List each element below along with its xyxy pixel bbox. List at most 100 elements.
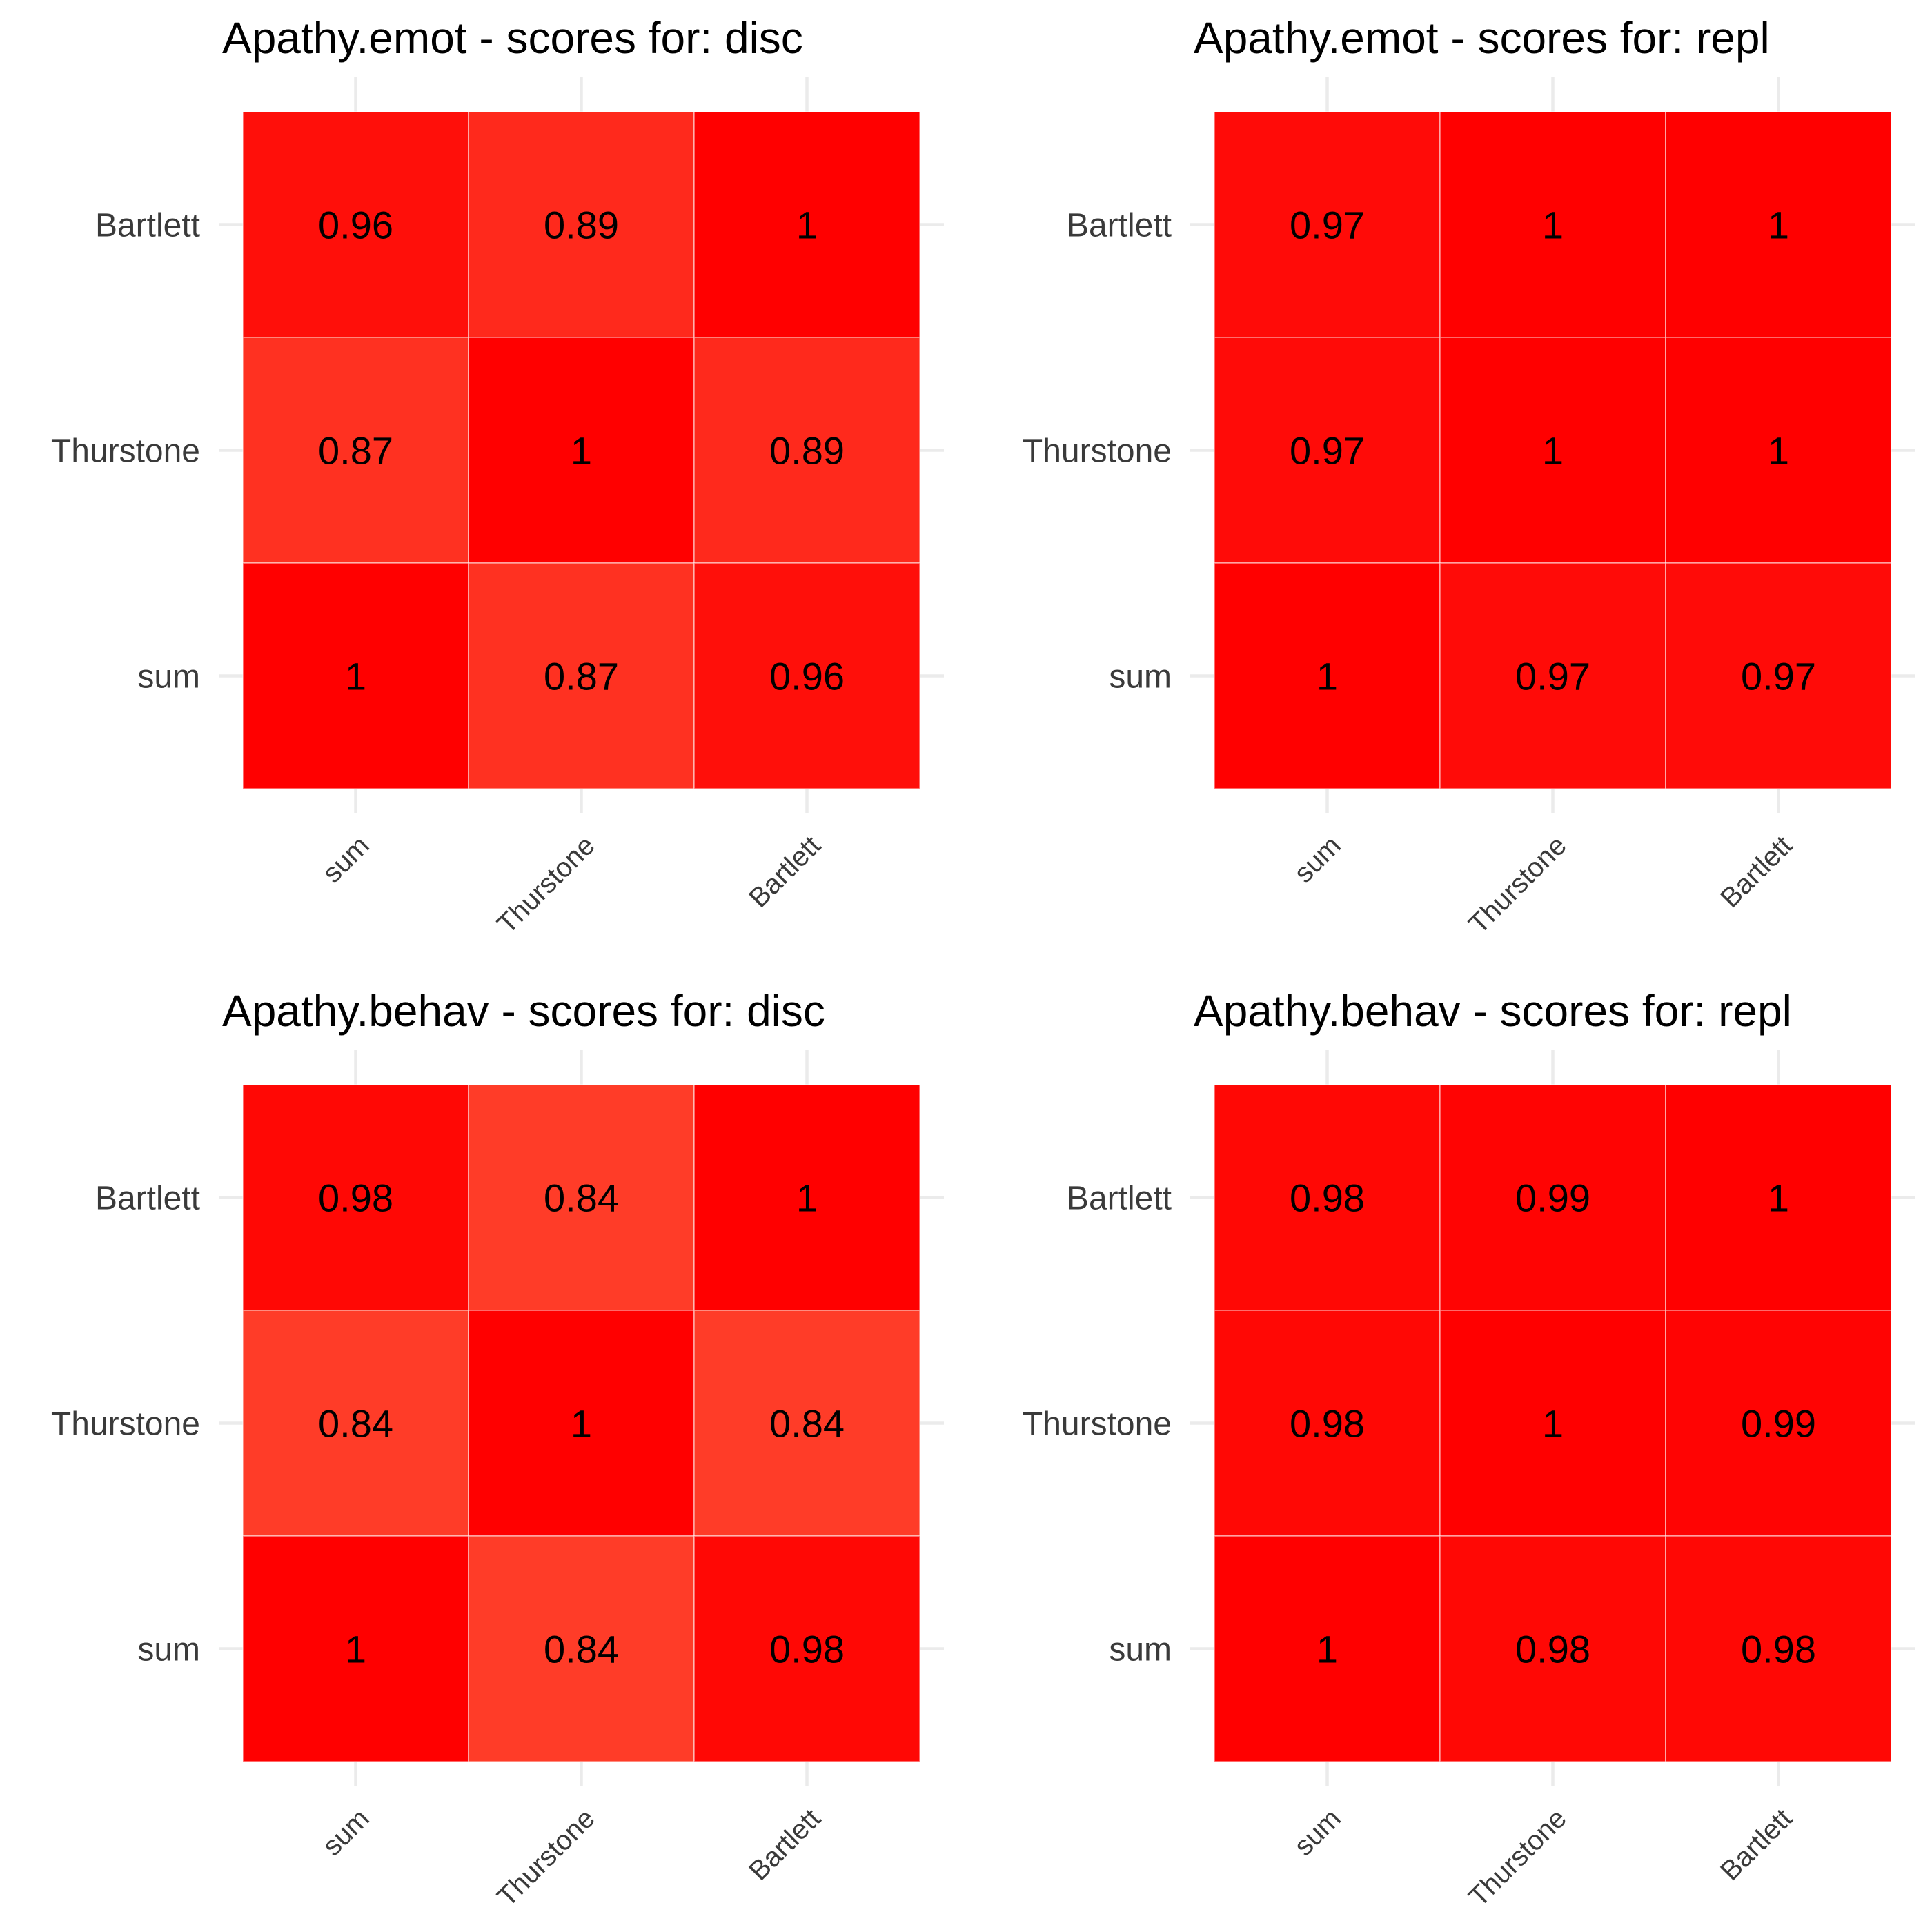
heatmap-panel-3: 0.98 0.84 1 0.84 1 0.84 1 0.84 0.98 Apathy.behav … <box>51 986 944 1913</box>
y-tick-label: Thurstone <box>1023 433 1172 470</box>
x-tick-label: Bartlett <box>1715 830 1798 914</box>
y-tick-label: Thurstone <box>51 1406 200 1443</box>
x-tick-label: sum <box>317 1803 375 1862</box>
x-tick-label: Bartlett <box>743 830 827 914</box>
x-tick-label: Thurstone <box>1463 1803 1572 1912</box>
cell-value-label: 0.84 <box>544 1176 619 1220</box>
y-tick-label: Thurstone <box>51 433 200 470</box>
cell-value-label: 0.99 <box>1515 1176 1590 1220</box>
heatmap-cell <box>1665 337 1892 564</box>
heatmap-cell <box>1214 1084 1441 1311</box>
cell-value-label: 0.97 <box>1290 204 1365 247</box>
cell-value-label: 1 <box>1317 1628 1338 1671</box>
heatmap-cell <box>1214 1535 1441 1762</box>
heatmap-cell <box>1665 1310 1892 1537</box>
heatmap-cell <box>693 1310 920 1537</box>
heatmap-cell <box>242 562 469 789</box>
x-tick-label: sum <box>317 830 375 889</box>
heatmap-cell <box>468 1535 695 1762</box>
y-tick-label: Bartlett <box>95 1181 200 1217</box>
cell-value-label: 1 <box>1768 429 1789 473</box>
y-tick-label: sum <box>137 659 200 696</box>
cell-value-label: 0.96 <box>769 655 845 698</box>
panel-title: Apathy.behav - scores for: repl <box>1194 986 1792 1036</box>
cell-value-label: 0.84 <box>769 1402 845 1446</box>
cell-value-label: 0.89 <box>769 429 845 473</box>
cell-value-label: 1 <box>1317 655 1338 698</box>
heatmap-cell <box>1665 562 1892 789</box>
heatmap-cell <box>242 1310 469 1537</box>
x-tick-label: sum <box>1288 830 1347 889</box>
heatmap-cell <box>1439 1310 1666 1537</box>
heatmap-cell <box>693 111 920 338</box>
cell-value-label: 0.98 <box>1290 1176 1365 1220</box>
cell-value-label: 0.98 <box>318 1176 393 1220</box>
heatmap-cell <box>693 1535 920 1762</box>
y-tick-label: sum <box>1109 659 1172 696</box>
cell-value-label: 0.84 <box>318 1402 393 1446</box>
heatmap-cell <box>242 1535 469 1762</box>
heatmap-cell <box>1665 1535 1892 1762</box>
heatmap-cell <box>1214 562 1441 789</box>
cell-value-label: 0.87 <box>544 655 619 698</box>
heatmap-panel-2: 0.97 1 1 0.97 1 1 1 0.97 0.97 Apathy.emot - score… <box>1023 13 1915 940</box>
cell-value-label: 1 <box>1542 1402 1564 1446</box>
cell-value-label: 0.99 <box>1741 1402 1816 1446</box>
cell-value-label: 1 <box>1542 204 1564 247</box>
cell-value-label: 0.98 <box>769 1628 845 1671</box>
cell-value-label: 1 <box>1542 429 1564 473</box>
cell-value-label: 0.87 <box>318 429 393 473</box>
heatmap-cell <box>693 562 920 789</box>
x-tick-label: Bartlett <box>743 1803 827 1886</box>
cell-value-label: 0.97 <box>1741 655 1816 698</box>
y-tick-label: Thurstone <box>1023 1406 1172 1443</box>
cell-value-label: 0.98 <box>1515 1628 1590 1671</box>
heatmap-cell <box>468 1310 695 1537</box>
cell-value-label: 0.97 <box>1515 655 1590 698</box>
heatmap-cell <box>1439 1535 1666 1762</box>
heatmap-cell <box>1439 562 1666 789</box>
heatmap-cell <box>242 111 469 338</box>
cell-value-label: 1 <box>345 655 366 698</box>
panel-title: Apathy.behav - scores for: disc <box>222 986 825 1036</box>
heatmap-cell <box>1665 111 1892 338</box>
panel-title: Apathy.emot - scores for: disc <box>222 13 803 63</box>
cell-value-label: 0.98 <box>1290 1402 1365 1446</box>
heatmap-cell <box>1665 1084 1892 1311</box>
heatmap-cell <box>1214 1310 1441 1537</box>
heatmap-cell <box>1214 337 1441 564</box>
heatmap-cell <box>693 337 920 564</box>
heatmap-panel-4: 0.98 0.99 1 0.98 1 0.99 1 0.98 0.98 Apathy.behav … <box>1023 986 1915 1913</box>
cell-value-label: 0.84 <box>544 1628 619 1671</box>
cell-value-label: 0.89 <box>544 204 619 247</box>
cell-value-label: 1 <box>571 1402 592 1446</box>
heatmap-cell <box>468 562 695 789</box>
cell-value-label: 1 <box>571 429 592 473</box>
y-tick-label: sum <box>137 1632 200 1668</box>
heatmap-cell <box>1439 337 1666 564</box>
cell-value-label: 0.96 <box>318 204 393 247</box>
x-tick-label: sum <box>1288 1803 1347 1862</box>
cell-value-label: 1 <box>796 204 818 247</box>
heatmap-cell <box>693 1084 920 1311</box>
x-tick-label: Thurstone <box>491 1803 600 1912</box>
cell-value-label: 0.98 <box>1741 1628 1816 1671</box>
cell-value-label: 1 <box>345 1628 366 1671</box>
heatmap-cell <box>1439 1084 1666 1311</box>
heatmap-cell <box>1214 111 1441 338</box>
heatmap-cell <box>1439 111 1666 338</box>
heatmap-cell <box>468 1084 695 1311</box>
x-tick-label: Thurstone <box>1463 830 1572 939</box>
x-tick-label: Thurstone <box>491 830 600 939</box>
cell-value-label: 1 <box>796 1176 818 1220</box>
heatmap-cell <box>242 1084 469 1311</box>
heatmap-panel-1: 0.96 0.89 1 0.87 1 0.89 1 0.87 0.96 Apathy.emot -… <box>51 13 944 940</box>
cell-value-label: 0.97 <box>1290 429 1365 473</box>
x-tick-label: Bartlett <box>1715 1803 1798 1886</box>
y-tick-label: Bartlett <box>1067 1181 1172 1217</box>
y-tick-label: sum <box>1109 1632 1172 1668</box>
heatmap-cell <box>242 337 469 564</box>
cell-value-label: 1 <box>1768 204 1789 247</box>
panel-title: Apathy.emot - scores for: repl <box>1194 13 1770 63</box>
